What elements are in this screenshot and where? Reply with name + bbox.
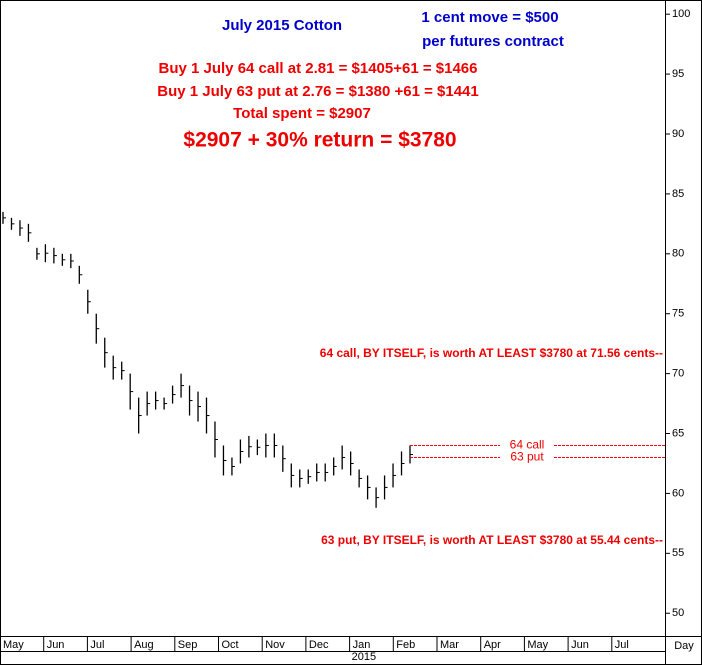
y-tick-label: 70: [672, 368, 684, 380]
x-tick-label: Mar: [440, 639, 459, 651]
note: 63 put, BY ITSELF, is worth AT LEAST $37…: [321, 533, 663, 547]
level-label-bg: [500, 439, 554, 452]
x-tick-label: Oct: [222, 639, 239, 651]
year-label: 2015: [352, 651, 376, 663]
note: Total spent = $2907: [233, 105, 371, 122]
x-unit-label: Day: [674, 640, 694, 652]
y-tick-label: 100: [672, 8, 690, 20]
level-label-bg: [500, 451, 554, 464]
level-label: 64 call: [510, 438, 545, 452]
note: Buy 1 July 64 call at 2.81 = $1405+61 = …: [159, 60, 478, 77]
y-tick-label: 95: [672, 68, 684, 80]
x-tick-label: Sep: [178, 639, 198, 651]
note: per futures contract: [422, 33, 564, 50]
y-tick-label: 80: [672, 248, 684, 260]
note: $2907 + 30% return = $3780: [183, 129, 456, 152]
y-tick-label: 60: [672, 487, 684, 499]
note: 1 cent move = $500: [421, 9, 558, 26]
x-tick-label: Feb: [396, 639, 415, 651]
y-tick-label: 75: [672, 308, 684, 320]
x-tick-label: May: [527, 639, 548, 651]
x-tick-label: Aug: [134, 639, 154, 651]
note: 64 call, BY ITSELF, is worth AT LEAST $3…: [320, 346, 663, 360]
chart-title: July 2015 Cotton: [222, 17, 342, 34]
y-tick-label: 50: [672, 607, 684, 619]
x-tick-label: Jan: [353, 639, 371, 651]
y-tick-label: 90: [672, 128, 684, 140]
x-tick-label: Jun: [571, 639, 589, 651]
x-tick-label: Nov: [265, 639, 285, 651]
x-tick-label: May: [3, 639, 24, 651]
y-tick-label: 55: [672, 547, 684, 559]
level-label: 63 put: [510, 450, 544, 464]
note: Buy 1 July 63 put at 2.76 = $1380 +61 = …: [157, 83, 478, 100]
x-tick-label: Jul: [615, 639, 629, 651]
x-tick-label: Jul: [90, 639, 104, 651]
y-tick-label: 65: [672, 427, 684, 439]
x-tick-label: Apr: [484, 639, 501, 651]
y-tick-label: 85: [672, 188, 684, 200]
x-tick-label: Dec: [309, 639, 329, 651]
x-tick-label: Jun: [47, 639, 65, 651]
